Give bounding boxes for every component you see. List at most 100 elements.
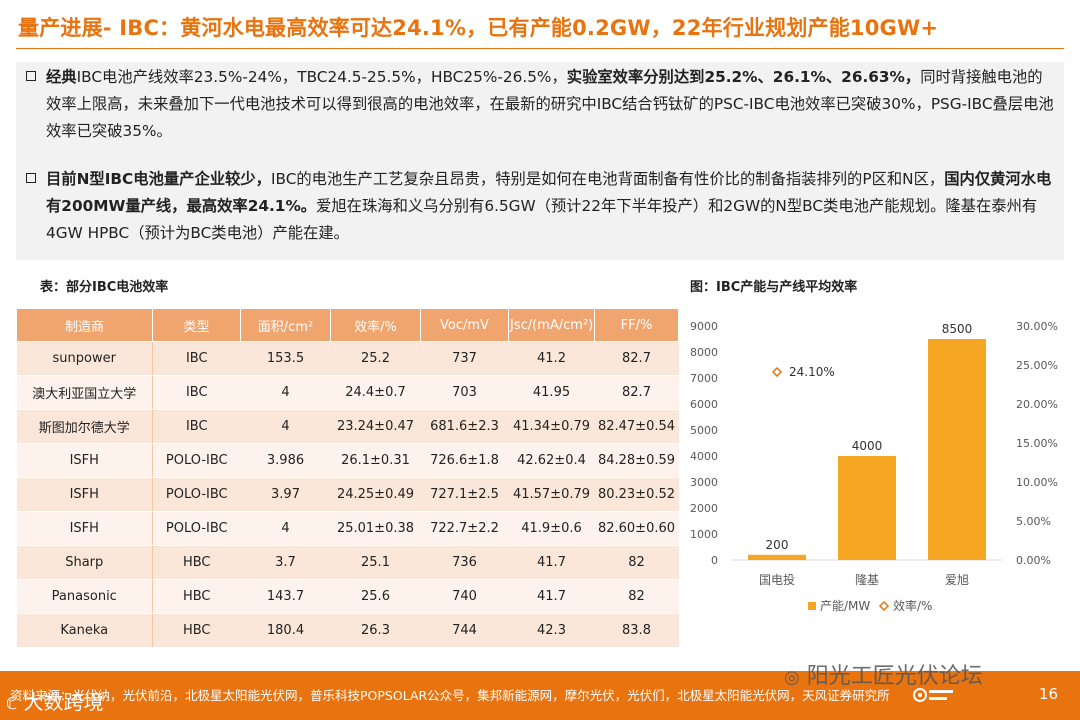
y-right-tick-label: 30.00% (1016, 320, 1058, 333)
legend-label-efficiency: 效率/% (893, 598, 932, 613)
table-row: Kaneka HBC 180.4 26.3 744 42.3 83.8 (16, 613, 679, 648)
cell-manufacturer: ISFH (16, 443, 153, 478)
header-efficiency: 效率/% (330, 308, 421, 342)
cell-efficiency: 25.01±0.38 (330, 511, 421, 546)
cell-area: 3.7 (240, 545, 331, 580)
table-row: ISFH POLO-IBC 4 25.01±0.38 722.7±2.2 41.9±0.6… (16, 511, 679, 546)
y-left-tick-label: 6000 (690, 398, 718, 411)
cell-efficiency: 25.1 (330, 545, 421, 580)
logo-icon: ℂ (6, 694, 18, 713)
x-tick-label: 国电投 (759, 572, 795, 587)
watermark-brand: ℂ 大数跨境 (6, 686, 104, 715)
cell-jsc: 41.9±0.6 (508, 511, 595, 546)
wechat-icon: ◎ (784, 667, 800, 688)
cell-type: HBC (152, 579, 241, 614)
efficiency-data-label: 24.10% (789, 365, 835, 379)
bullet-1-bold-2: 实验室效率分别达到25.2%、26.1%、26.63%， (566, 68, 921, 86)
cell-voc: 722.7±2.2 (420, 511, 509, 546)
cell-efficiency: 26.1±0.31 (330, 443, 421, 478)
cell-area: 4 (240, 375, 331, 410)
header-ff: FF/% (594, 308, 679, 342)
footer-source: 资料来源：光伏纳，光伏前沿，北极星太阳能光伏网，普乐科技POPSOLAR公众号，… (10, 688, 890, 703)
cell-voc: 681.6±2.3 (420, 409, 509, 444)
cell-ff: 82.60±0.60 (594, 511, 679, 546)
cell-area: 180.4 (240, 613, 331, 648)
watermark-forum-text: 阳光工匠光伏论坛 (806, 664, 983, 689)
y-right-tick-label: 25.00% (1016, 359, 1058, 372)
cell-jsc: 42.3 (508, 613, 595, 648)
efficiency-point (771, 366, 783, 378)
y-left-tick-label: 5000 (690, 424, 718, 437)
table-row: 斯图加尔德大学 IBC 4 23.24±0.47 681.6±2.3 41.34±0.79… (16, 409, 679, 444)
cell-ff: 82 (594, 579, 679, 614)
cell-ff: 82.47±0.54 (594, 409, 679, 444)
cell-area: 4 (240, 511, 331, 546)
cell-voc: 744 (420, 613, 509, 648)
cell-jsc: 41.7 (508, 579, 595, 614)
header-manufacturer: 制造商 (16, 308, 153, 342)
x-tick-label: 爱旭 (945, 573, 969, 587)
cell-jsc: 41.2 (508, 341, 595, 376)
bullet-2: 目前N型IBC电池量产企业较少，IBC的电池生产工艺复杂且昂贵，特别是如何在电池… (26, 166, 1056, 247)
cell-area: 3.97 (240, 477, 331, 512)
cell-efficiency: 24.4±0.7 (330, 375, 421, 410)
watermark-brand-text: 大数跨境 (23, 690, 104, 714)
summary-panel: 经典IBC电池产线效率23.5%-24%，TBC24.5-25.5%，HBC25… (16, 62, 1064, 260)
cell-type: IBC (152, 409, 241, 444)
bar-data-label: 200 (766, 538, 789, 552)
cell-jsc: 41.95 (508, 375, 595, 410)
cell-efficiency: 25.2 (330, 341, 421, 376)
cell-ff: 82 (594, 545, 679, 580)
cell-manufacturer: Panasonic (16, 579, 153, 614)
cell-type: HBC (152, 545, 241, 580)
cell-voc: 703 (420, 375, 509, 410)
ibc-efficiency-table: 制造商 类型 面积/cm² 效率/% Voc/mV Jsc/(mA/cm²) F… (16, 308, 679, 648)
table-row: Sharp HBC 3.7 25.1 736 41.7 82 (16, 545, 679, 580)
cell-type: HBC (152, 613, 241, 648)
header-voc: Voc/mV (420, 308, 509, 342)
bullet-2-bold-1: 目前N型IBC电池量产企业较少， (46, 170, 271, 188)
y-right-tick-label: 0.00% (1016, 554, 1051, 567)
header-area: 面积/cm² (240, 308, 331, 342)
y-left-tick-label: 0 (711, 554, 718, 567)
x-tick-label: 隆基 (855, 572, 879, 587)
cell-efficiency: 25.6 (330, 579, 421, 614)
bar-data-label: 8500 (942, 322, 973, 336)
cell-voc: 736 (420, 545, 509, 580)
table-caption: 表：部分IBC电池效率 (40, 280, 169, 295)
bullet-1: 经典IBC电池产线效率23.5%-24%，TBC24.5-25.5%，HBC25… (26, 64, 1056, 145)
cell-ff: 84.28±0.59 (594, 443, 679, 478)
watermark-forum: ◎ 阳光工匠光伏论坛 (784, 658, 983, 690)
bullet-1-bold-1: 经典 (46, 68, 77, 86)
cell-voc: 727.1±2.5 (420, 477, 509, 512)
cell-manufacturer: ISFH (16, 477, 153, 512)
y-right-tick-label: 5.00% (1016, 515, 1051, 528)
cell-jsc: 41.34±0.79 (508, 409, 595, 444)
title-divider (16, 48, 1064, 49)
legend-label-capacity: 产能/MW (820, 599, 870, 613)
bullet-1-text-1: IBC电池产线效率23.5%-24%，TBC24.5-25.5%，HBC25%-… (76, 68, 567, 86)
bullet-1-text-2: 同时背接触电池的效率上限高，未来叠加下一代电池技术可以得到很高的电池效率，在最新… (46, 68, 1054, 140)
y-left-tick-label: 7000 (690, 372, 718, 385)
cell-manufacturer: Kaneka (16, 613, 153, 648)
cell-area: 3.986 (240, 443, 331, 478)
checkbox-bullet-icon (26, 71, 36, 81)
cell-manufacturer: ISFH (16, 511, 153, 546)
cell-voc: 740 (420, 579, 509, 614)
header-type: 类型 (152, 308, 241, 342)
page-number: 16 (1038, 685, 1058, 703)
cell-type: POLO-IBC (152, 477, 241, 512)
footer-bar: 资料来源：光伏纳，光伏前沿，北极星太阳能光伏网，普乐科技POPSOLAR公众号，… (0, 671, 1080, 720)
y-left-tick-label: 1000 (690, 528, 718, 541)
cell-voc: 726.6±1.8 (420, 443, 509, 478)
cell-manufacturer: Sharp (16, 545, 153, 580)
cell-type: POLO-IBC (152, 511, 241, 546)
bullet-2-text-1: IBC的电池生产工艺复杂且昂贵，特别是如何在电池背面制备有性价比的制备指装排列的… (270, 170, 945, 188)
cell-efficiency: 26.3 (330, 613, 421, 648)
cell-ff: 80.23±0.52 (594, 477, 679, 512)
chart-caption: 图：IBC产能与产线平均效率 (690, 280, 858, 295)
y-left-tick-label: 2000 (690, 502, 718, 515)
y-right-tick-label: 10.00% (1016, 476, 1058, 489)
y-right-tick-label: 20.00% (1016, 398, 1058, 411)
y-left-tick-label: 8000 (690, 346, 718, 359)
